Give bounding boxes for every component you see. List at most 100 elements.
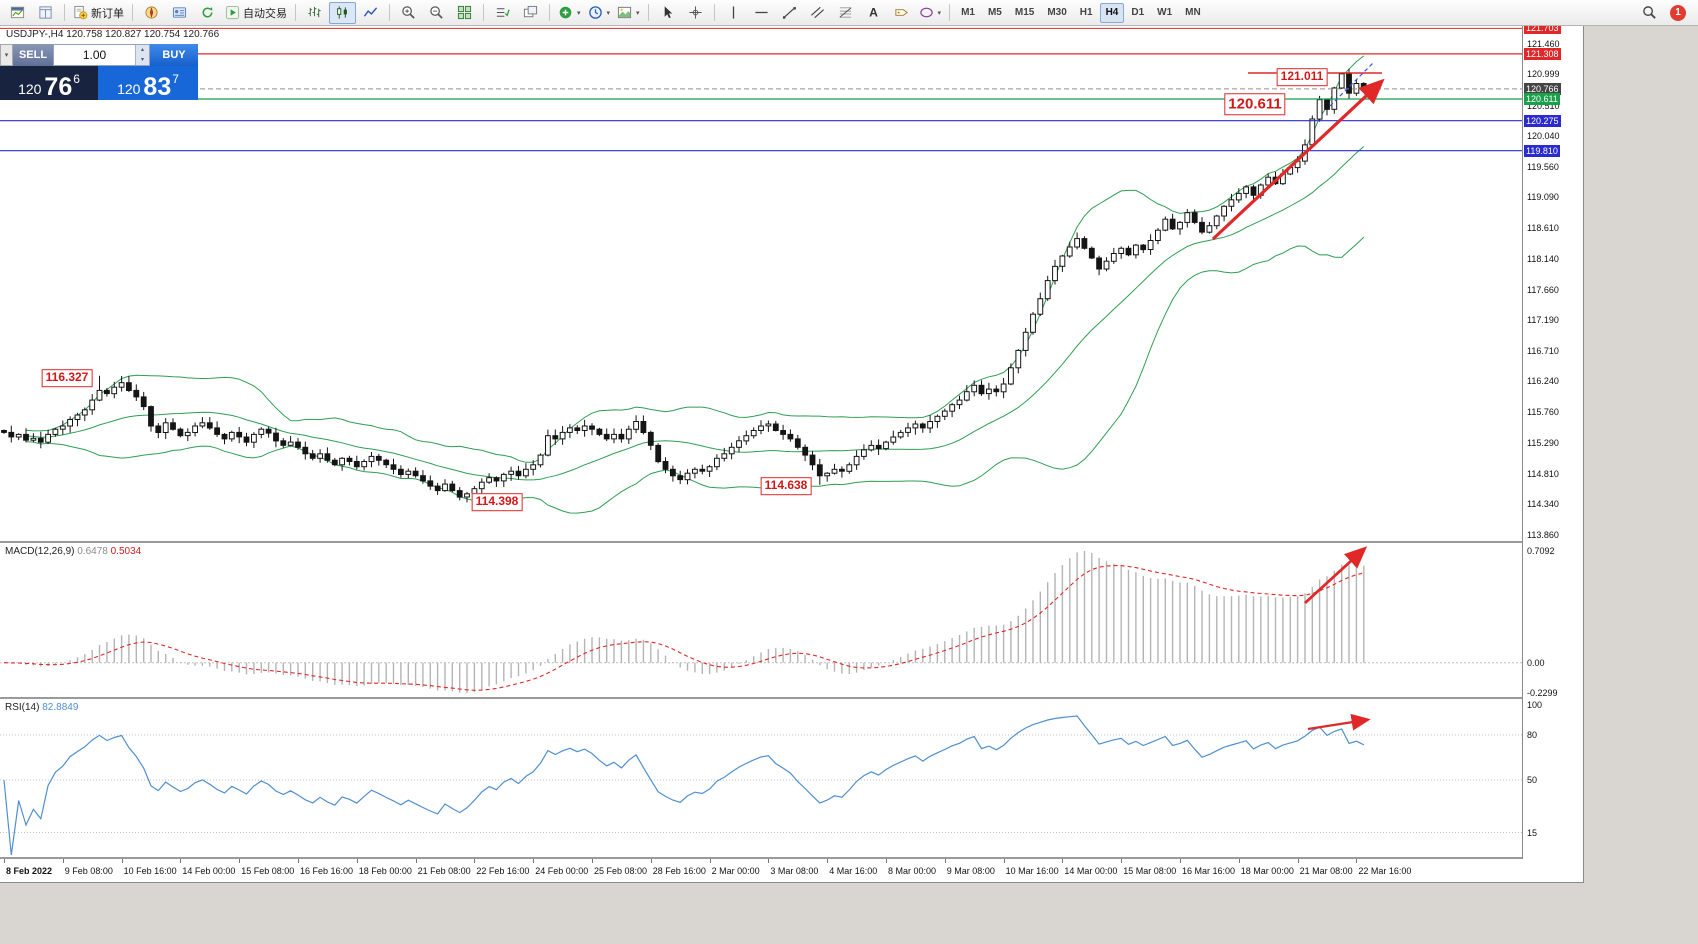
time-axis-tick (944, 859, 946, 863)
price-callout[interactable]: 121.011 (1276, 68, 1328, 86)
rsi-indicator-panel[interactable]: RSI(14) 82.8849 (0, 699, 1522, 857)
market-watch-button[interactable] (32, 2, 59, 24)
rsi-chart[interactable] (0, 699, 1522, 857)
panel-separator[interactable] (0, 697, 1583, 699)
crosshair-button[interactable] (682, 2, 709, 24)
timeframe-m5-button[interactable]: M5 (987, 7, 1002, 18)
time-axis[interactable]: 8 Feb 2022 9 Feb 08:00 10 Feb 16:00 14 Feb … (0, 859, 1583, 882)
chevron-down-icon: ▾ (577, 9, 581, 17)
price-axis-label: 120.999 (1527, 68, 1560, 79)
timeframe-w1-button[interactable]: W1 (1157, 7, 1173, 18)
price-axis-label: 120.510 (1527, 100, 1560, 111)
zoom-in-button[interactable] (395, 2, 422, 24)
text-icon: A (869, 6, 878, 20)
buy-button[interactable]: BUY (150, 44, 198, 66)
price-axis[interactable]: 121.460 120.999 120.510 120.040 119.560 119.0… (1522, 26, 1583, 859)
time-axis-tick (1356, 859, 1358, 863)
price-axis-label: 114.810 (1527, 468, 1559, 479)
time-axis-tick (415, 859, 417, 863)
text-button[interactable]: A (860, 2, 887, 24)
search-button[interactable] (1636, 2, 1663, 24)
horizontal-line-button[interactable] (748, 2, 775, 24)
sell-button[interactable]: SELL (13, 44, 53, 66)
tile-windows-button[interactable] (451, 2, 478, 24)
chevron-down-icon: ▾ (606, 9, 611, 17)
price-chart-panel[interactable]: USDJPY-,H4 120.758 120.827 120.754 120.7… (0, 26, 1522, 541)
price-axis-label: 120.611 (1524, 93, 1560, 105)
shapes-button[interactable]: ▾ (916, 2, 945, 24)
indicators-button[interactable] (489, 2, 516, 24)
time-axis-label: 18 Feb 00:00 (358, 866, 412, 876)
bar-chart-button[interactable] (301, 2, 328, 24)
chart-window-usdjpy-h4: USDJPY-,H4 120.758 120.827 120.754 120.7… (0, 26, 1584, 883)
auto-trading-button[interactable]: 自动交易 (222, 2, 290, 24)
price-callout[interactable]: 114.638 (760, 477, 812, 495)
line-chart-button[interactable] (357, 2, 384, 24)
trendline-button[interactable] (776, 2, 803, 24)
toolbar-separator (389, 4, 390, 21)
time-axis-tick (1062, 859, 1064, 863)
timeframe-m1-button[interactable]: M1 (961, 7, 975, 18)
macd-indicator-panel[interactable]: MACD(12,26,9) 0.6478 0.5034 (0, 543, 1522, 697)
timeframe-h1-button[interactable]: H1 (1079, 7, 1093, 18)
navigator-button[interactable] (138, 2, 165, 24)
add-indicator-button[interactable]: ▾ (555, 2, 584, 24)
notifications-badge[interactable]: 1 (1670, 4, 1686, 21)
price-callout[interactable]: 116.327 (41, 369, 93, 387)
oneclick-collapse-button[interactable]: ▾ (0, 44, 13, 66)
buy-price-button[interactable]: 120 83 7 (98, 66, 198, 100)
candlestick-chart[interactable] (0, 26, 1522, 541)
spinner-up-icon[interactable]: ▴ (140, 47, 144, 53)
panel-separator[interactable] (0, 857, 1583, 859)
horizontal-line-icon (754, 11, 768, 14)
timeframe-h4-button[interactable]: H4 (1099, 2, 1125, 23)
volume-value: 1.00 (82, 48, 107, 62)
timeframe-mn-button[interactable]: MN (1185, 7, 1201, 18)
candlestick-chart-button[interactable] (329, 1, 356, 24)
panel-separator[interactable] (0, 541, 1583, 543)
autotrade-play-icon (225, 5, 240, 20)
templates-button[interactable]: ▾ (614, 2, 643, 24)
new-chart-button[interactable] (4, 2, 31, 24)
text-label-button[interactable] (888, 2, 915, 24)
zoom-out-button[interactable] (423, 2, 450, 24)
cursor-button[interactable] (654, 2, 681, 24)
time-axis-label: 21 Mar 08:00 (1299, 866, 1353, 876)
price-callout[interactable]: 114.398 (471, 493, 523, 511)
profiles-button[interactable] (166, 2, 193, 24)
toolbar-separator (295, 4, 296, 21)
spinner-down-icon[interactable]: ▾ (140, 57, 144, 63)
time-axis-label: 3 Mar 08:00 (770, 866, 819, 876)
chevron-down-icon: ▾ (937, 9, 942, 17)
volume-spinner[interactable]: ▴ ▾ (135, 45, 149, 65)
price-axis-label: 118.610 (1527, 223, 1559, 234)
timeframe-m15-button[interactable]: M15 (1014, 7, 1035, 18)
refresh-button[interactable] (194, 2, 221, 24)
toolbar-separator (483, 4, 484, 21)
fibonacci-button[interactable] (832, 2, 859, 24)
add-indicator-icon (559, 6, 572, 19)
new-order-button[interactable]: 新订单 (70, 2, 127, 24)
price-axis-label: 121.703 (1524, 26, 1561, 35)
price-axis-label: 120.766 (1524, 82, 1561, 95)
volume-input[interactable]: 1.00 ▴ ▾ (53, 44, 150, 66)
price-axis-label: 113.860 (1527, 530, 1559, 541)
crosshair-icon (688, 6, 702, 19)
price-callout[interactable]: 120.611 (1224, 93, 1286, 115)
macd-chart[interactable] (0, 543, 1522, 697)
channel-button[interactable] (804, 2, 831, 24)
toolbar-button-label: 自动交易 (243, 7, 287, 20)
time-axis-tick (1297, 859, 1299, 863)
time-axis-label: 28 Feb 16:00 (652, 866, 706, 876)
timeframe-d1-button[interactable]: D1 (1131, 7, 1145, 18)
cascade-windows-button[interactable] (517, 2, 544, 24)
periods-button[interactable]: ▾ (585, 2, 614, 24)
vertical-line-button[interactable] (720, 2, 747, 24)
tile-windows-icon (457, 5, 472, 20)
cursor-icon (664, 6, 672, 19)
sell-price-button[interactable]: 120 76 6 (0, 66, 98, 100)
timeframe-m30-button[interactable]: M30 (1047, 7, 1067, 18)
one-click-trading-panel: ▾ SELL 1.00 ▴ ▾ BUY 120 76 6 120 83 7 (0, 44, 198, 100)
time-axis-tick (886, 859, 887, 863)
shapes-icon (919, 7, 933, 18)
